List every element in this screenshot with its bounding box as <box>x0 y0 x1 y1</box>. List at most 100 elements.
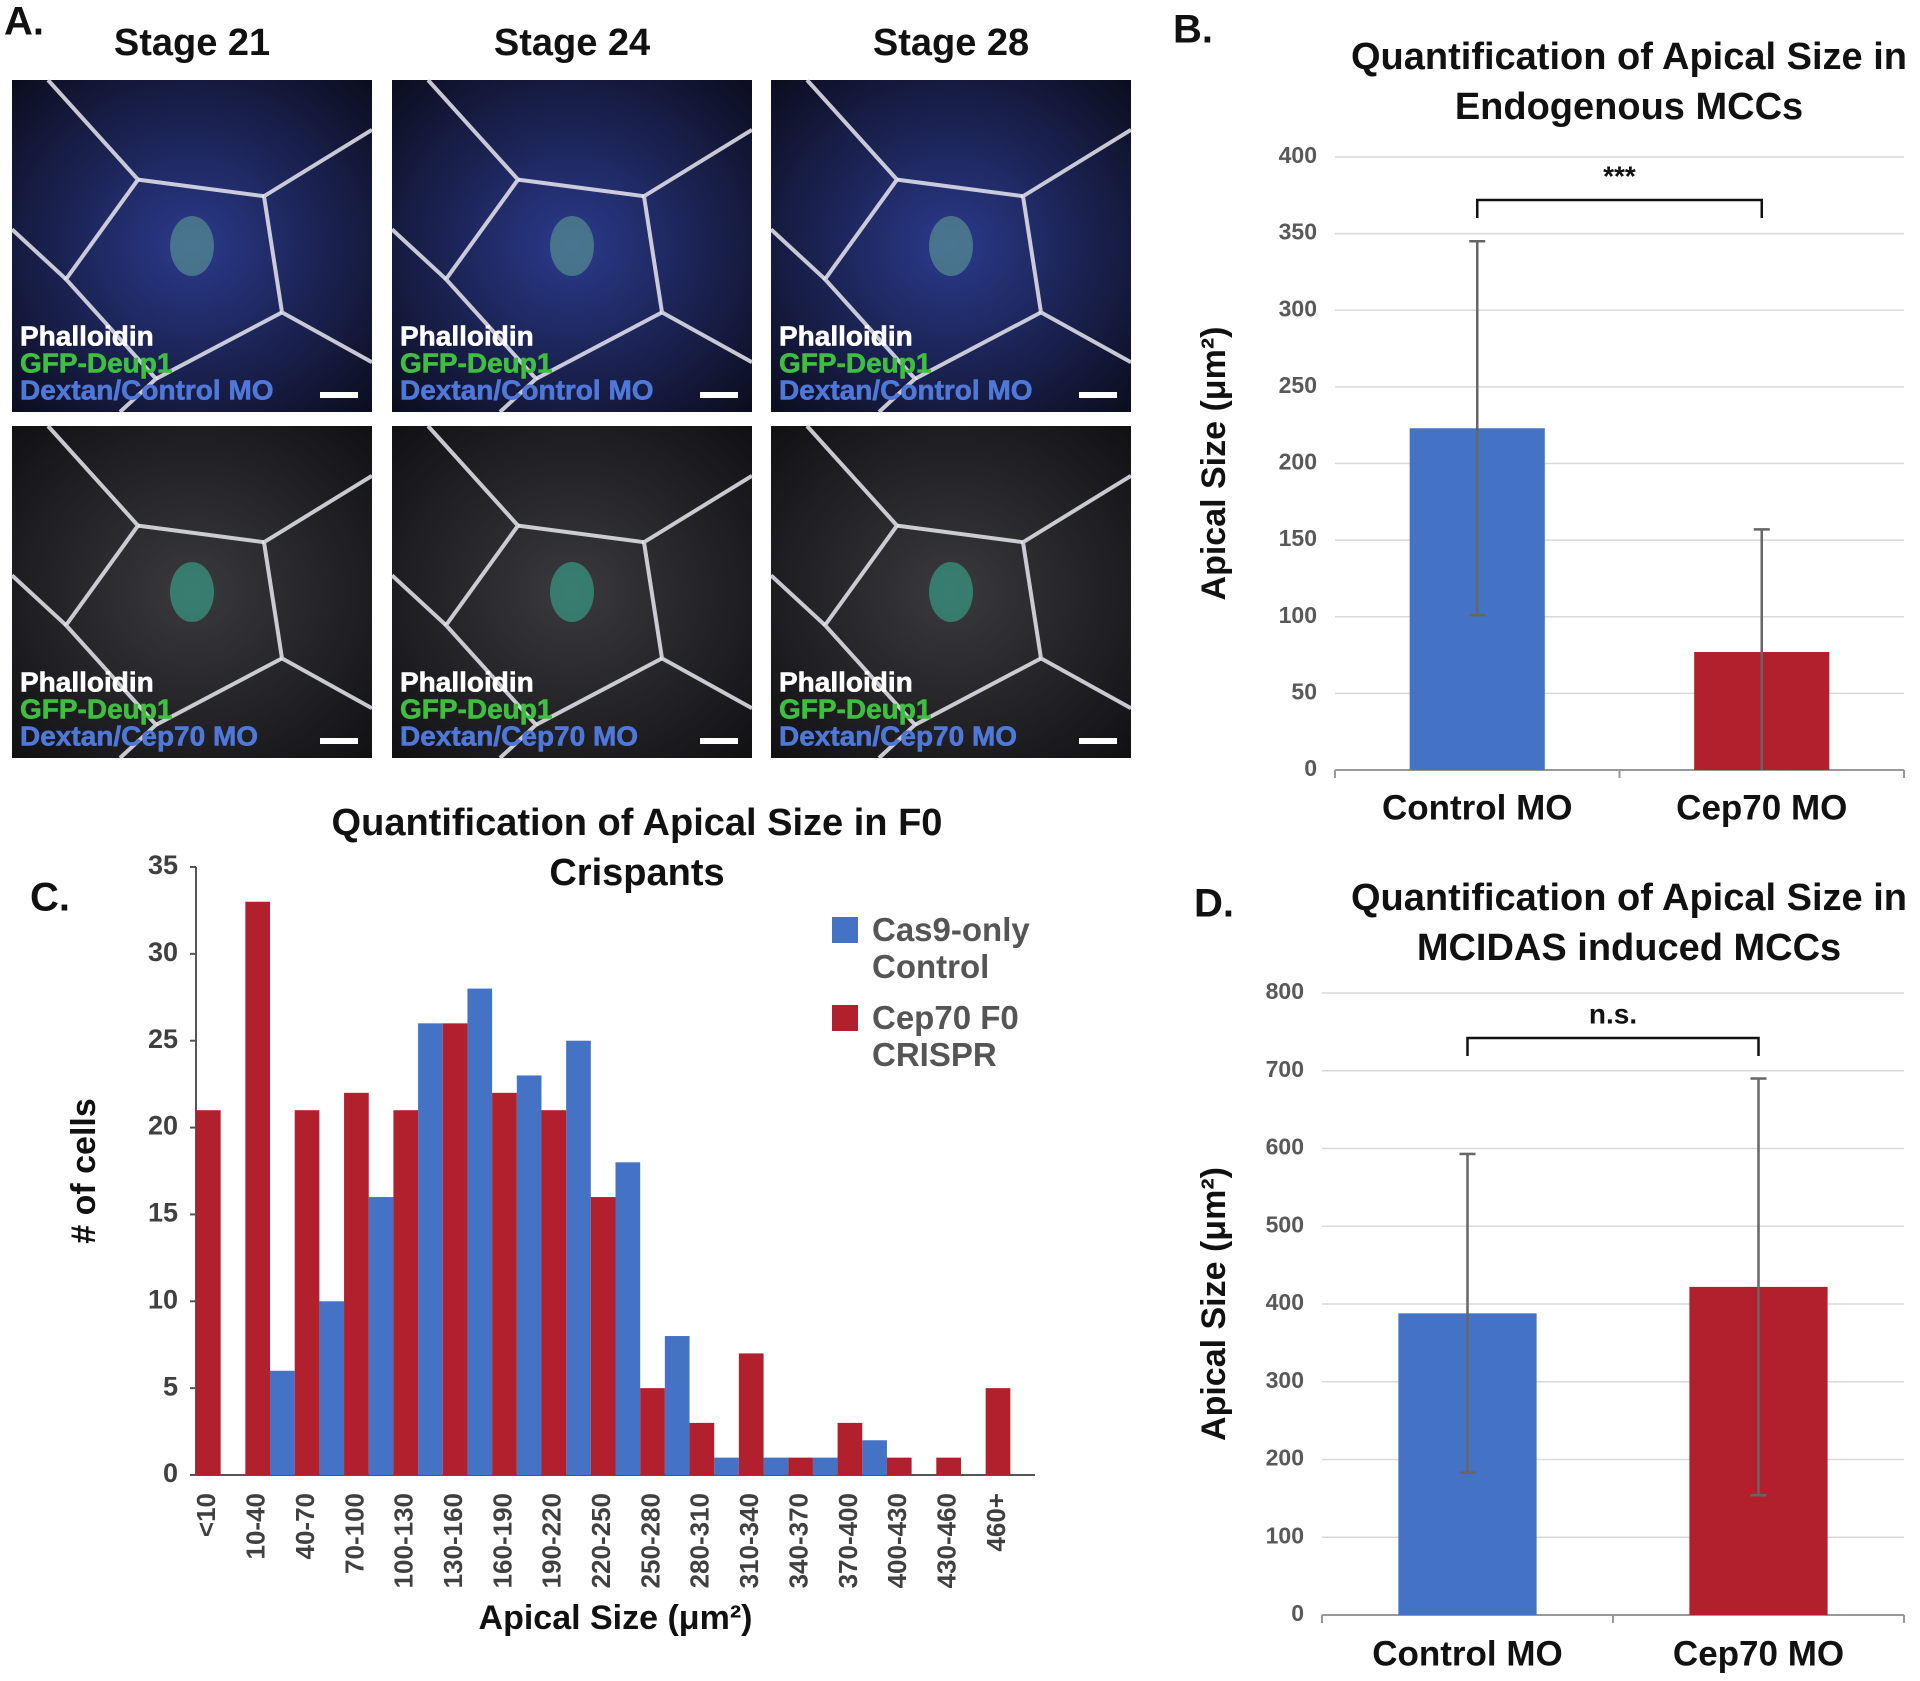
cell-outline <box>137 523 265 545</box>
bar <box>886 1457 912 1475</box>
significance-bracket <box>1476 198 1763 218</box>
bar <box>788 1457 813 1475</box>
y-tick-label: 150 <box>1279 525 1317 551</box>
scale-bar <box>700 738 738 744</box>
scale-bar <box>1079 738 1117 744</box>
channel-label: Phalloidin <box>779 666 913 697</box>
deup1-signal <box>550 216 594 276</box>
bar <box>738 1353 764 1475</box>
bar <box>985 1388 1011 1475</box>
chart-title: Quantification of Apical Size in F0 Cris… <box>331 802 943 894</box>
cell-outline <box>896 523 1024 545</box>
y-tick-label: 25 <box>148 1024 178 1054</box>
deup1-signal <box>550 562 594 622</box>
x-tick-label: 400-430 <box>882 1493 912 1588</box>
bar <box>615 1162 641 1475</box>
channel-label: Dextan/Control MO <box>20 374 274 405</box>
x-tick-label: 310-340 <box>734 1493 764 1588</box>
y-tick-label: 50 <box>1291 678 1317 704</box>
channel-label: Dextan/Cep70 MO <box>400 720 638 751</box>
bar <box>442 1023 468 1475</box>
x-tick-label: 130-160 <box>438 1493 468 1588</box>
channel-label: GFP-Deup1 <box>20 347 172 378</box>
channel-label: Phalloidin <box>20 666 154 697</box>
deup1-signal <box>170 216 214 276</box>
cell-outline <box>390 227 448 281</box>
y-tick-label: 0 <box>1304 755 1317 781</box>
y-tick-label: 200 <box>1266 1445 1304 1471</box>
x-tick-label: Control MO <box>1372 1634 1563 1673</box>
error-bar <box>1753 528 1770 770</box>
column-header: Stage 28 <box>873 22 1029 64</box>
y-tick-label: 250 <box>1279 372 1317 398</box>
channel-label: Dextan/Cep70 MO <box>779 720 1017 751</box>
bar <box>516 1075 542 1475</box>
channel-label: GFP-Deup1 <box>20 693 172 724</box>
chart-title: Quantification of Apical Size in MCIDAS … <box>1351 877 1907 969</box>
channel-label: Dextan/Control MO <box>400 374 654 405</box>
bar <box>590 1197 616 1475</box>
cell-outline <box>137 177 265 199</box>
cell-outline <box>390 573 448 627</box>
deup1-signal <box>170 562 214 622</box>
bar <box>196 1110 221 1475</box>
y-tick-label: 15 <box>148 1198 178 1228</box>
x-tick-label: 220-250 <box>586 1493 616 1588</box>
cell-outline <box>896 177 1024 199</box>
x-tick-label: 460+ <box>981 1493 1011 1552</box>
y-tick-label: 400 <box>1279 142 1317 168</box>
bar <box>541 1110 567 1475</box>
x-tick-label: <10 <box>191 1493 221 1537</box>
y-tick-label: 800 <box>1266 978 1304 1004</box>
cell-outline <box>535 656 663 727</box>
bar <box>418 1023 443 1475</box>
x-tick-label: 280-310 <box>685 1493 715 1588</box>
bar <box>492 1092 517 1475</box>
panel-label: B. <box>1173 8 1213 52</box>
legend-label: Cas9-only Control <box>872 911 1030 985</box>
y-tick-label: 200 <box>1279 449 1317 475</box>
significance-label: n.s. <box>1589 998 1637 1029</box>
panel-label: C. <box>30 876 70 920</box>
error-bar <box>1469 240 1486 617</box>
column-header: Stage 24 <box>494 22 650 64</box>
cell-outline <box>769 227 827 281</box>
y-tick-label: 35 <box>148 850 178 880</box>
micrograph <box>771 80 1131 412</box>
cell-outline <box>10 573 68 627</box>
cell-outline <box>261 128 374 364</box>
y-tick-label: 100 <box>1266 1522 1304 1548</box>
cell-outline <box>914 656 1042 727</box>
scale-bar <box>320 738 358 744</box>
bar <box>714 1457 739 1475</box>
y-axis-label: Apical Size (μm²) <box>1195 327 1233 601</box>
channel-label: Phalloidin <box>400 320 534 351</box>
bar <box>393 1110 419 1475</box>
channel-label: Phalloidin <box>400 666 534 697</box>
bar <box>837 1422 863 1475</box>
x-tick-label: 160-190 <box>487 1493 517 1588</box>
y-tick-label: 500 <box>1266 1211 1304 1237</box>
x-tick-label: 430-460 <box>932 1493 962 1588</box>
micrograph <box>12 80 372 412</box>
y-tick-label: 30 <box>148 937 178 967</box>
x-tick-label: 10-40 <box>241 1493 271 1560</box>
y-tick-label: 350 <box>1279 219 1317 245</box>
bar <box>566 1040 591 1475</box>
cell-outline <box>10 227 68 281</box>
channel-label: Dextan/Cep70 MO <box>20 720 258 751</box>
x-tick-label: 70-100 <box>339 1493 369 1574</box>
cell-outline <box>914 310 1042 381</box>
bar <box>368 1197 394 1475</box>
cell-outline <box>517 523 645 545</box>
panel-label: D. <box>1194 882 1234 926</box>
micrograph <box>771 426 1131 758</box>
cell-outline <box>155 310 283 381</box>
legend-swatch <box>832 1005 858 1031</box>
cell-outline <box>641 474 754 710</box>
cell-outline <box>641 128 754 364</box>
cell-outline <box>1020 474 1133 710</box>
y-tick-label: 0 <box>1291 1600 1304 1626</box>
bar <box>294 1110 320 1475</box>
